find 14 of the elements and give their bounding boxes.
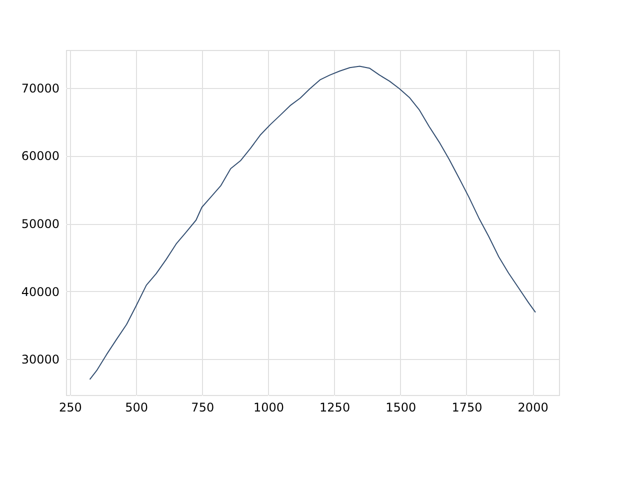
x-tick-label: 1500 (386, 400, 416, 414)
y-tick-label: 70000 (21, 81, 60, 96)
y-tick-label: 50000 (21, 217, 60, 232)
y-tick-label: 40000 (21, 284, 60, 299)
y-tick-label: 60000 (21, 149, 60, 164)
y-tick-label: 30000 (21, 352, 60, 367)
x-tick-label: 250 (59, 400, 82, 414)
x-tick-label: 1250 (320, 400, 350, 414)
x-tick-label: 1750 (452, 400, 482, 414)
line-series (89, 66, 536, 380)
x-tick-label: 1000 (253, 400, 284, 414)
x-tick-label: 2000 (518, 400, 548, 414)
x-tick-label: 500 (125, 400, 148, 414)
x-tick-label: 750 (191, 400, 214, 414)
